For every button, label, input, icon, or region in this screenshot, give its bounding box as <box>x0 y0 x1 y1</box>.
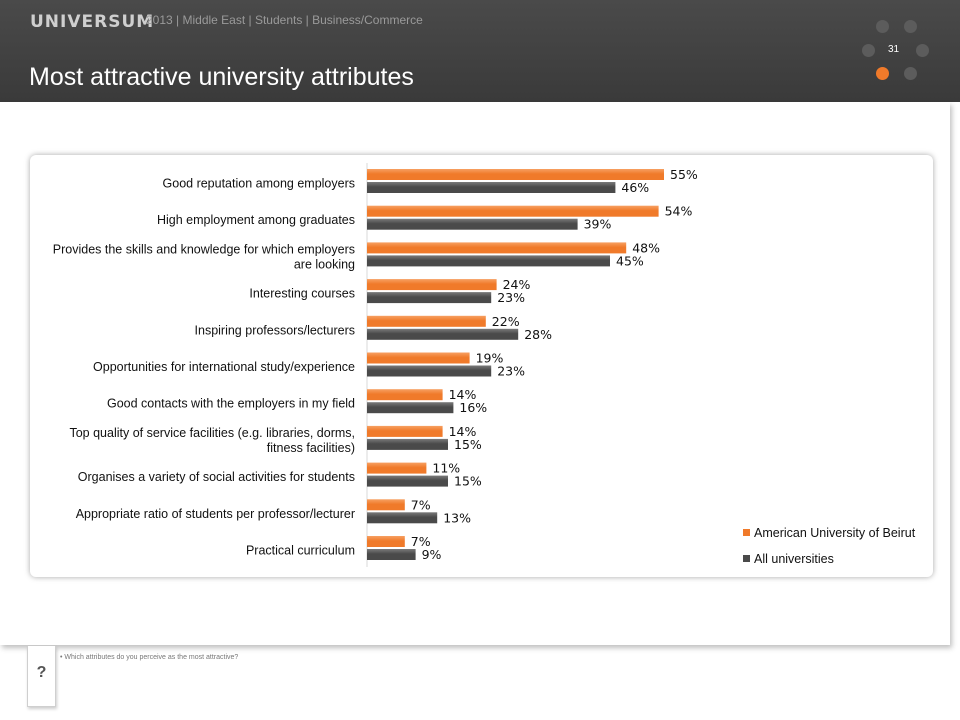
bar-all-universities <box>367 475 448 487</box>
header-bar: UNIVERSUM 2013 | Middle East | Students … <box>0 0 960 102</box>
data-label: 14% <box>449 387 477 402</box>
data-label: 23% <box>497 364 525 379</box>
chart-card: Good reputation among employers 55% 46% Hig… <box>30 155 933 577</box>
bar-american-university-of-beirut <box>367 352 470 364</box>
bar-all-universities <box>367 328 519 340</box>
legend-label: All universities <box>754 552 834 566</box>
legend-swatch <box>743 529 750 536</box>
category-label: Provides the skills and knowledge for wh… <box>53 242 355 256</box>
category-label: Top quality of service facilities (e.g. … <box>69 426 355 440</box>
bar-all-universities <box>367 365 492 377</box>
bar-all-universities <box>367 402 454 414</box>
bar-all-universities <box>367 255 610 267</box>
category-label: are looking <box>294 257 355 271</box>
category-label: Appropriate ratio of students per profes… <box>76 507 355 521</box>
legend-swatch <box>743 555 750 562</box>
help-label: ? <box>36 664 47 681</box>
data-label: 28% <box>524 327 552 342</box>
data-label: 22% <box>492 314 520 329</box>
data-label: 55% <box>670 167 698 182</box>
nav-dot <box>862 44 875 57</box>
nav-dot <box>876 20 889 33</box>
category-label: Organises a variety of social activities… <box>78 470 355 484</box>
bar-american-university-of-beirut <box>367 499 405 511</box>
category-label: Opportunities for international study/ex… <box>93 360 355 374</box>
help-tab[interactable]: ? <box>27 646 56 707</box>
data-label: 39% <box>584 217 612 232</box>
data-label: 7% <box>411 534 431 549</box>
data-label: 16% <box>459 400 487 415</box>
bar-american-university-of-beirut <box>367 169 664 180</box>
category-label: High employment among graduates <box>157 213 355 227</box>
data-label: 14% <box>449 424 477 439</box>
nav-dot-active <box>876 67 889 80</box>
bar-american-university-of-beirut <box>367 425 443 437</box>
bar-all-universities <box>367 549 416 560</box>
data-label: 7% <box>411 497 431 512</box>
bar-american-university-of-beirut <box>367 242 627 254</box>
legend-label: American University of Beirut <box>754 526 916 540</box>
nav-dot <box>916 44 929 57</box>
data-label: 13% <box>443 510 471 525</box>
data-label: 48% <box>632 240 660 255</box>
data-label: 9% <box>422 547 442 562</box>
data-label: 45% <box>616 253 644 268</box>
bar-american-university-of-beirut <box>367 315 486 327</box>
bar-american-university-of-beirut <box>367 279 497 291</box>
bar-american-university-of-beirut <box>367 389 443 401</box>
report-subline: 2013 | Middle East | Students | Business… <box>146 13 423 27</box>
data-label: 15% <box>454 474 482 489</box>
category-label: Inspiring professors/lecturers <box>195 323 355 337</box>
bar-chart: Good reputation among employers 55% 46% Hig… <box>53 163 916 567</box>
bar-all-universities <box>367 292 492 304</box>
data-label: 19% <box>476 351 504 366</box>
bar-all-universities <box>367 218 578 230</box>
data-label: 15% <box>454 437 482 452</box>
bar-american-university-of-beirut <box>367 205 659 217</box>
data-label: 46% <box>621 180 649 195</box>
brand-logo: UNIVERSUM <box>30 12 155 32</box>
bar-american-university-of-beirut <box>367 536 405 547</box>
bar-all-universities <box>367 182 616 193</box>
data-label: 54% <box>665 204 693 219</box>
page-title: Most attractive university attributes <box>29 63 414 91</box>
data-label: 24% <box>503 277 531 292</box>
category-label: Practical curriculum <box>246 544 355 558</box>
bar-american-university-of-beirut <box>367 462 427 474</box>
nav-dot <box>904 20 917 33</box>
data-label: 11% <box>432 461 460 476</box>
bar-all-universities <box>367 512 438 524</box>
page-number: 31 <box>888 44 900 55</box>
bar-all-universities <box>367 438 448 450</box>
data-label: 23% <box>497 290 525 305</box>
category-label: Interesting courses <box>249 287 355 301</box>
survey-question: • Which attributes do you perceive as th… <box>60 654 239 661</box>
category-label: Good contacts with the employers in my f… <box>107 397 355 411</box>
nav-dot <box>904 67 917 80</box>
category-label: Good reputation among employers <box>163 177 355 191</box>
category-label: fitness facilities) <box>267 441 355 455</box>
